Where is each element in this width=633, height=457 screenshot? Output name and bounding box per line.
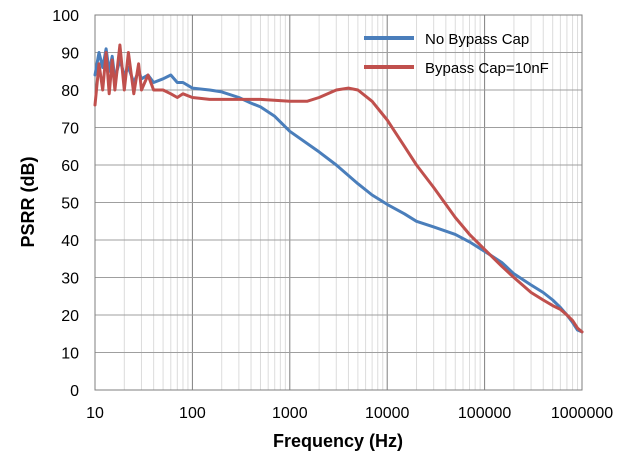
y-tick-label: 60 — [61, 158, 79, 175]
x-axis-title: Frequency (Hz) — [273, 431, 403, 451]
series-line-bypass-cap-10nf — [93, 43, 584, 334]
y-tick-label: 0 — [70, 383, 79, 400]
x-tick-label: 1000 — [272, 405, 308, 422]
y-tick-label: 40 — [61, 233, 79, 250]
y-tick-label: 10 — [61, 346, 79, 363]
y-axis-title: PSRR (dB) — [18, 157, 38, 248]
legend-label-bypass-cap-10nf: Bypass Cap=10nF — [425, 60, 549, 77]
y-tick-label: 20 — [61, 308, 79, 325]
x-tick-label: 1000000 — [551, 405, 613, 422]
legend-label-no-bypass-cap: No Bypass Cap — [425, 31, 529, 48]
legend: No Bypass Cap Bypass Cap=10nF — [364, 31, 549, 77]
y-axis-ticks: 0 10 20 30 40 50 60 70 80 90 100 — [52, 8, 79, 400]
plot-frame — [94, 14, 583, 391]
y-tick-label: 50 — [61, 196, 79, 213]
y-tick-label: 70 — [61, 121, 79, 138]
y-tick-label: 100 — [52, 8, 79, 25]
x-axis-ticks: 10 100 1000 10000 100000 1000000 — [86, 405, 613, 422]
x-tick-label: 10000 — [365, 405, 410, 422]
y-tick-label: 80 — [61, 83, 79, 100]
y-tick-label: 90 — [61, 46, 79, 63]
x-tick-label: 100000 — [458, 405, 511, 422]
y-tick-label: 30 — [61, 271, 79, 288]
plot-grid — [95, 15, 582, 390]
series-layer — [93, 43, 584, 334]
x-tick-label: 10 — [86, 405, 104, 422]
x-tick-label: 100 — [179, 405, 206, 422]
